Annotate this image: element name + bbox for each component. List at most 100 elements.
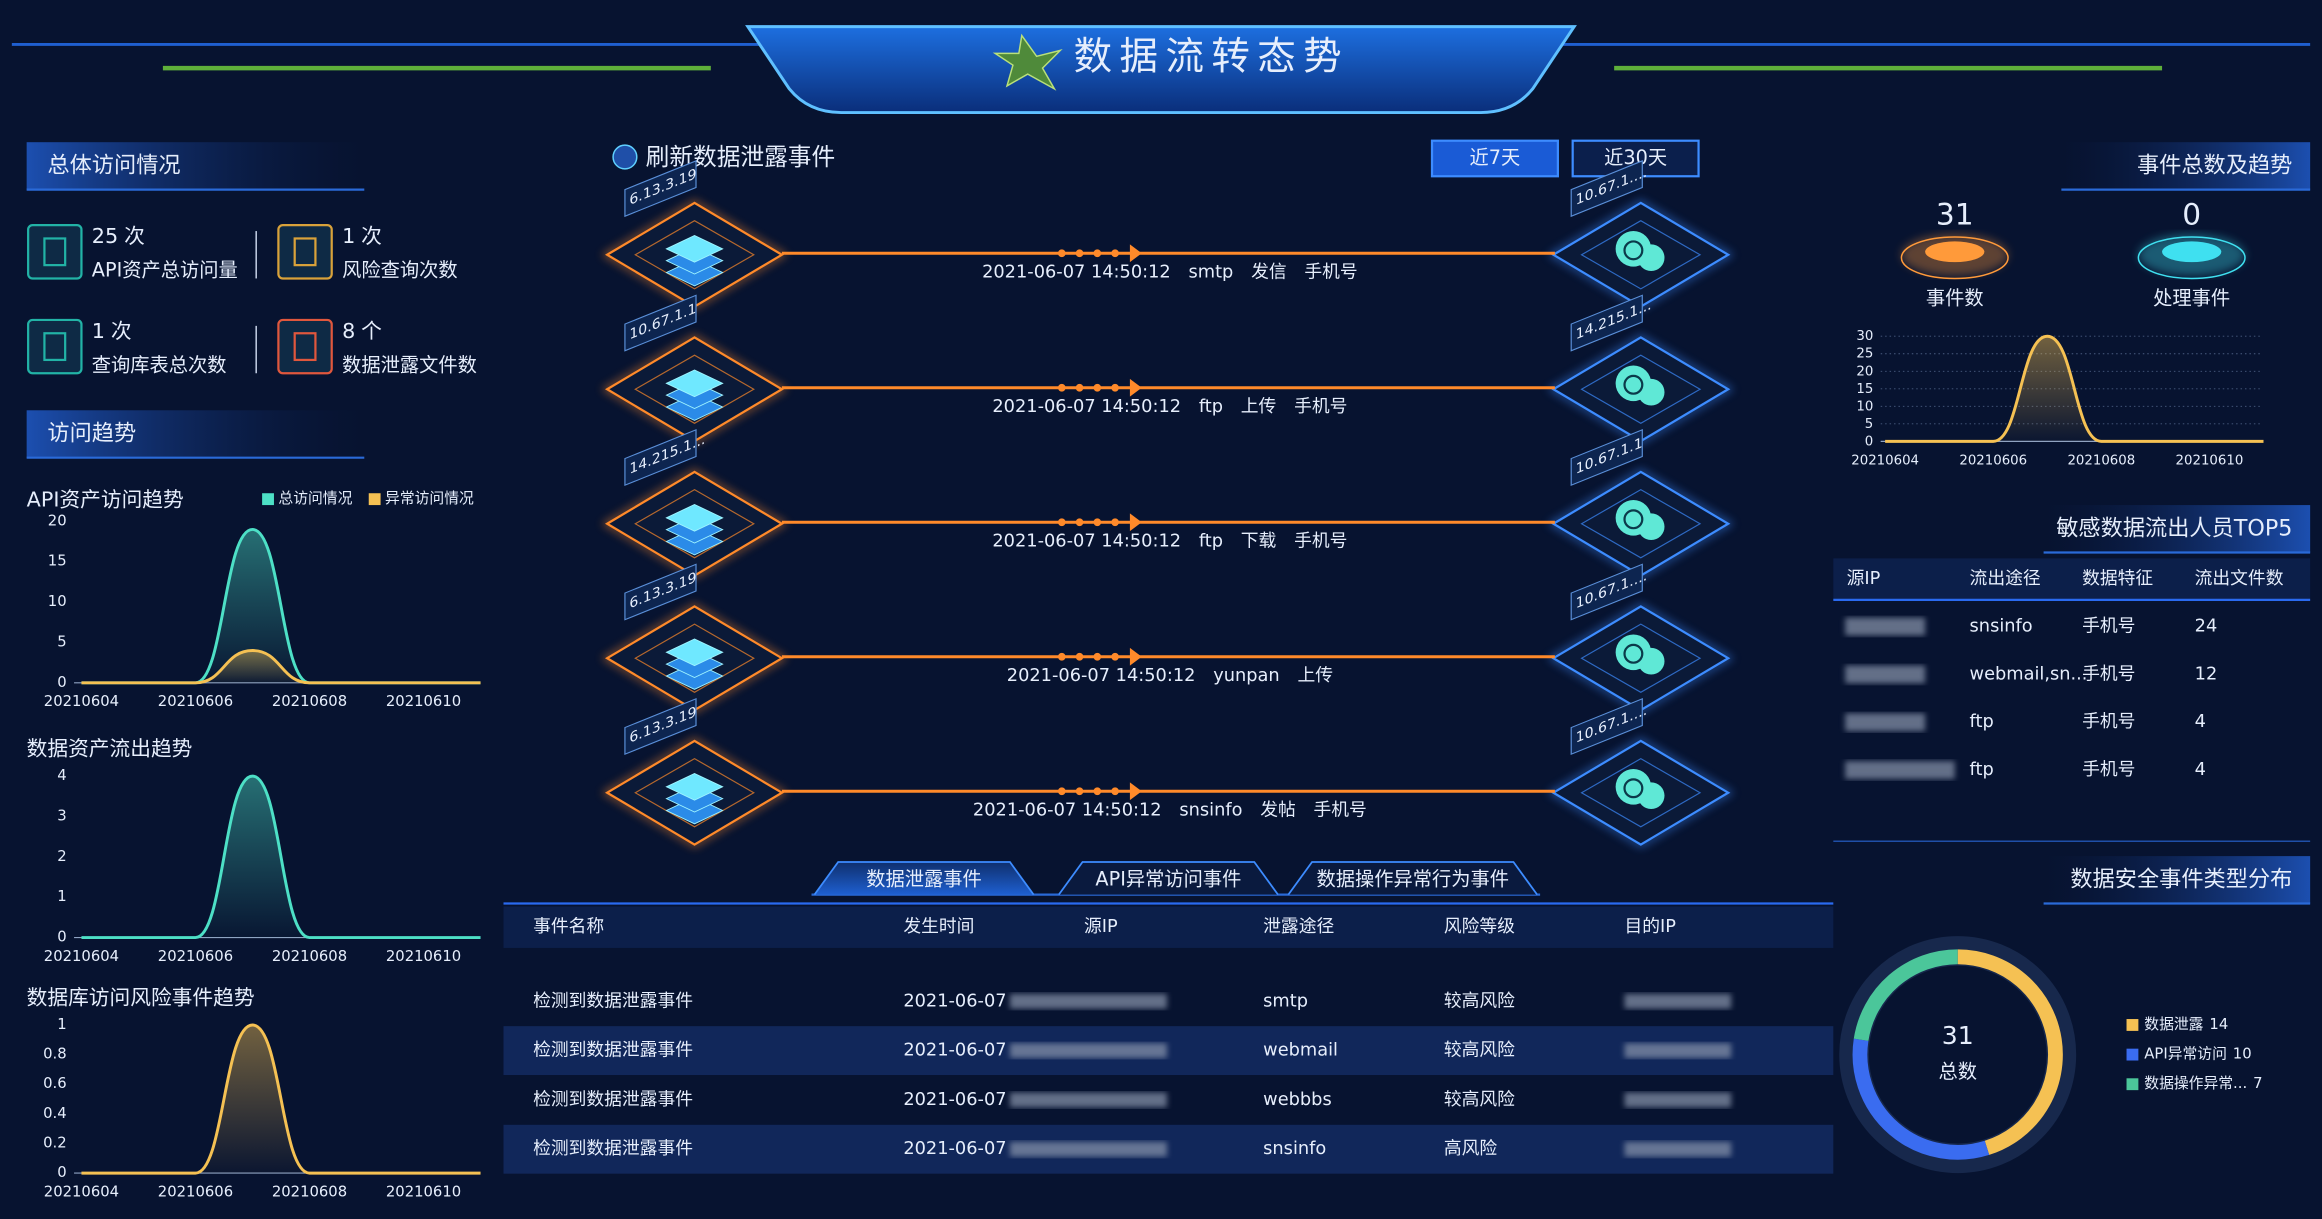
x-tick-label: 20210604: [44, 693, 119, 710]
cloud: [1637, 513, 1665, 541]
cell: 4: [2195, 712, 2206, 732]
pedestal-top: [1925, 241, 1985, 263]
node-inner: [1580, 220, 1702, 290]
text-part: snsinfo: [1179, 800, 1242, 820]
ip-tag-box: [1570, 294, 1643, 352]
legend-label: 异常访问情况: [385, 490, 474, 507]
ip-tag-box: [1570, 160, 1643, 218]
text-part: 发帖: [1260, 799, 1296, 820]
flow-dot: [1075, 518, 1084, 527]
legend-label: 总访问情况: [278, 490, 352, 507]
ip-tag-box: [624, 294, 697, 352]
column-header: 流出文件数: [2195, 568, 2284, 589]
x-tick-label: 20210606: [1959, 454, 2027, 469]
column-header: 发生时间: [903, 916, 974, 937]
chart-title: 数据资产流出趋势: [27, 736, 193, 760]
item-value: 25 次: [92, 224, 145, 248]
section-bar: [2043, 856, 2311, 904]
flow-dot: [1075, 652, 1084, 661]
section-bar: [26, 142, 365, 190]
item-icon-glyph: [293, 332, 317, 362]
x-tick-label: 20210610: [386, 948, 461, 965]
section-bar: [2061, 142, 2311, 190]
legend-swatch: [368, 493, 381, 506]
cell: 2021-06-07: [903, 1041, 1006, 1061]
cell: smtp: [1263, 991, 1308, 1011]
column-header: 流出途径: [1970, 568, 2041, 589]
y-tick-label: 0: [57, 1164, 66, 1181]
node-inner: [1580, 354, 1702, 425]
cloud-globe: [1623, 374, 1644, 395]
node-inner: [1580, 623, 1702, 693]
text-part: 发信: [1251, 262, 1287, 283]
x-tick-label: 20210608: [272, 948, 347, 965]
text-part: 2021-06-07 14:50:12: [992, 397, 1181, 417]
cell: 检测到数据泄露事件: [533, 1040, 693, 1061]
flow-dot: [1057, 787, 1066, 796]
redacted: [1009, 1092, 1167, 1108]
stat-label: 处理事件: [2153, 287, 2230, 310]
column-header: 泄露途径: [1263, 916, 1334, 937]
column-header: 目的IP: [1625, 916, 1677, 937]
ip-tag-box: [624, 563, 697, 621]
flow-detail: 2021-06-07 14:50:12 smtp 发信 手机号: [982, 262, 1358, 283]
cell: 2021-06-07: [903, 991, 1006, 1011]
text-part: 数据泄露: [2144, 1016, 2203, 1033]
flow-dot: [1093, 249, 1102, 258]
redacted: [1845, 665, 1926, 684]
stack-layer: [665, 503, 724, 532]
ip-tag-box: [1570, 697, 1643, 756]
cell: 2021-06-07: [903, 1090, 1006, 1110]
y-tick-label: 2: [57, 848, 66, 865]
flow-detail: 2021-06-07 14:50:12 yunpan 上传: [1007, 665, 1333, 686]
ip-tag-box: [624, 429, 697, 487]
x-tick-label: 20210608: [272, 693, 347, 710]
flow-dot: [1057, 652, 1066, 661]
cell: snsinfo: [1263, 1139, 1326, 1159]
section-title: 总体访问情况: [47, 152, 180, 178]
x-tick-label: 20210606: [158, 1183, 233, 1200]
header: 数据流转态势: [11, 25, 2311, 115]
item-icon-glyph: [43, 332, 67, 362]
flow-dot: [1111, 652, 1119, 661]
cloud: [1637, 244, 1665, 272]
text-part: 次: [124, 224, 145, 248]
flow-dot: [1093, 787, 1102, 796]
cell: 手机号: [2082, 616, 2135, 637]
y-tick-label: 4: [57, 767, 66, 784]
cloud-globe: [1623, 643, 1644, 664]
flow-dot: [1111, 518, 1119, 527]
stat-value: 31: [1936, 198, 1974, 232]
y-tick-label: 10: [1856, 399, 1873, 414]
donut-slice: [1852, 1038, 1990, 1160]
range-label: 近30天: [1604, 146, 1667, 169]
stack-layer: [665, 369, 724, 398]
node-inner: [1580, 488, 1702, 559]
tab: [813, 861, 1035, 896]
column-header: 源IP: [1847, 568, 1881, 589]
flow-dot: [1075, 787, 1084, 796]
item-label: API资产总访问量: [92, 259, 238, 282]
flow-dot: [1093, 383, 1102, 392]
text-part: 7: [2253, 1075, 2262, 1092]
y-tick-label: 5: [57, 633, 66, 650]
text-part: 上传: [1297, 665, 1333, 686]
x-tick-label: 20210608: [272, 1183, 347, 1200]
y-tick-label: 15: [1856, 382, 1873, 397]
cloud: [1637, 647, 1665, 675]
cell: 检测到数据泄露事件: [533, 990, 693, 1011]
y-tick-label: 0: [57, 929, 66, 946]
pedestal-ring: [2137, 236, 2246, 280]
y-tick-label: 3: [57, 807, 66, 824]
y-tick-label: 0.2: [43, 1134, 67, 1151]
tab-label: API异常访问事件: [1095, 867, 1241, 890]
row-bg: [503, 1124, 1834, 1174]
flow-detail: 2021-06-07 14:50:12 ftp 上传 手机号: [992, 396, 1347, 417]
row-bg: [503, 1026, 1834, 1076]
text-part: 8: [342, 319, 355, 343]
ip-tag-box: [1570, 429, 1643, 487]
cell: snsinfo: [1970, 617, 2033, 637]
text-part: 14: [2209, 1016, 2228, 1033]
redacted: [1624, 993, 1732, 1009]
